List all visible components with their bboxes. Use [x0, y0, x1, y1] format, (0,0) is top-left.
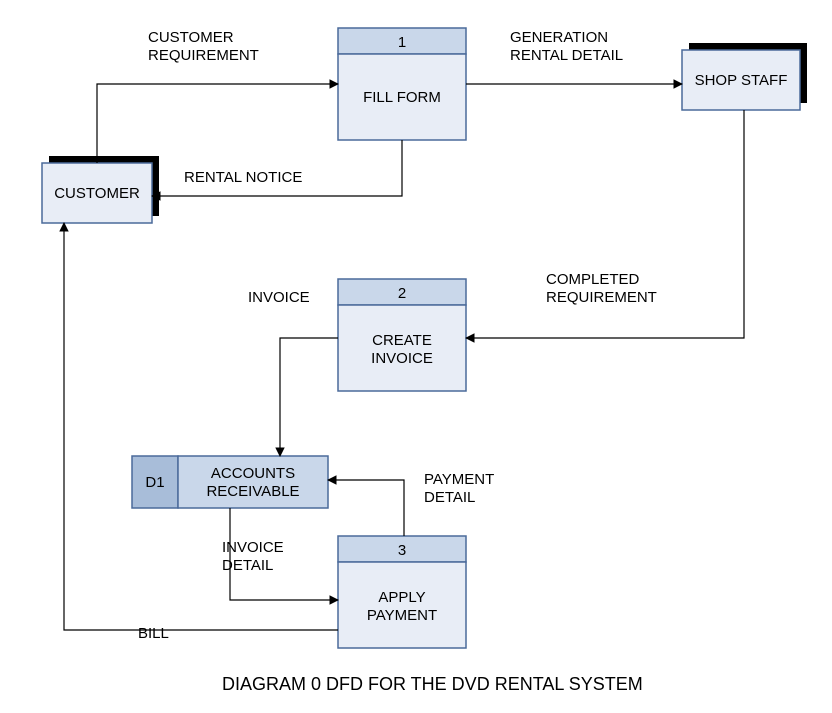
flow-label: REQUIREMENT [148, 47, 259, 64]
process-label: INVOICE [371, 350, 433, 367]
process-p1: 1 FILL FORM [338, 28, 466, 140]
flow-f_p2_to_d1: INVOICE [248, 289, 338, 456]
flow-f_p1_to_customer: RENTAL NOTICE [152, 140, 402, 196]
process-label: APPLY [378, 589, 425, 606]
flow-label: RENTAL NOTICE [184, 169, 302, 186]
process-number: 1 [398, 34, 406, 51]
flow-f_p3_to_d1: PAYMENTDETAIL [328, 471, 494, 536]
flow-label: RENTAL DETAIL [510, 47, 623, 64]
flow-label: DETAIL [222, 557, 273, 574]
datastore-id: D1 [145, 474, 164, 491]
entity-label: CUSTOMER [54, 185, 140, 202]
flow-f_d1_to_p3: INVOICEDETAIL [222, 508, 338, 600]
process-number: 2 [398, 285, 406, 302]
datastore-label: RECEIVABLE [206, 483, 299, 500]
flow-label: INVOICE [248, 289, 310, 306]
datastore-d1: D1 ACCOUNTSRECEIVABLE [132, 456, 328, 508]
diagram-caption: DIAGRAM 0 DFD FOR THE DVD RENTAL SYSTEM [222, 674, 643, 694]
flow-f_p1_to_shopstaff: GENERATIONRENTAL DETAIL [466, 29, 682, 84]
process-number: 3 [398, 542, 406, 559]
datastore-label: ACCOUNTS [211, 465, 295, 482]
flow-label: PAYMENT [424, 471, 494, 488]
entity-customer: CUSTOMER [42, 156, 159, 223]
process-label: PAYMENT [367, 607, 437, 624]
process-label: CREATE [372, 332, 432, 349]
flow-label: CUSTOMER [148, 29, 234, 46]
flow-label: BILL [138, 625, 169, 642]
flow-label: COMPLETED [546, 271, 640, 288]
flow-label: REQUIREMENT [546, 289, 657, 306]
process-p3: 3 APPLYPAYMENT [338, 536, 466, 648]
flow-f_p3_to_customer: BILL [64, 223, 338, 642]
flow-f_shopstaff_to_p2: COMPLETEDREQUIREMENT [466, 110, 744, 338]
process-p2: 2 CREATEINVOICE [338, 279, 466, 391]
process-label: FILL FORM [363, 89, 441, 106]
entity-shop_staff: SHOP STAFF [682, 43, 807, 110]
flow-label: DETAIL [424, 489, 475, 506]
dfd-diagram: CUSTOMERSHOP STAFF1FILL FORM2CREATEINVOI… [0, 0, 832, 713]
entity-label: SHOP STAFF [695, 72, 788, 89]
flow-label: INVOICE [222, 539, 284, 556]
flow-label: GENERATION [510, 29, 608, 46]
flow-f_customer_to_p1: CUSTOMERREQUIREMENT [97, 29, 338, 163]
